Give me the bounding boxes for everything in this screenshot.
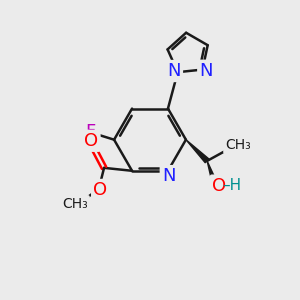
Text: N: N	[162, 167, 175, 185]
Text: N: N	[199, 62, 213, 80]
Text: O: O	[212, 177, 226, 195]
Text: F: F	[85, 123, 95, 141]
Text: –H: –H	[222, 178, 241, 193]
Text: CH₃: CH₃	[62, 197, 88, 211]
Text: O: O	[93, 181, 107, 199]
Text: O: O	[84, 132, 98, 150]
Polygon shape	[186, 140, 209, 163]
Polygon shape	[207, 161, 218, 186]
Text: CH₃: CH₃	[225, 138, 250, 152]
Text: N: N	[167, 62, 181, 80]
